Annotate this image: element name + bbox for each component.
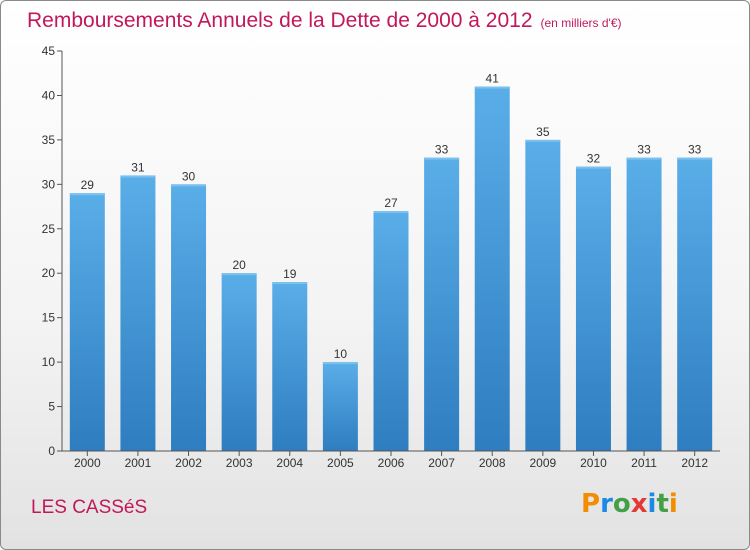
chart-title-row: Remboursements Annuels de la Dette de 20… [27,9,622,33]
x-tick-label: 2003 [226,456,253,470]
bars-group [69,86,713,452]
data-label: 19 [283,267,297,281]
bar-highlight [575,166,611,169]
data-label: 35 [536,125,550,139]
x-tick-label: 2010 [580,456,607,470]
bar-highlight [626,157,662,160]
data-label: 32 [587,152,601,166]
y-tick-label: 10 [42,355,56,369]
place-name: LES CASSéS [31,497,148,518]
chart-title: Remboursements Annuels de la Dette de 20… [27,9,533,32]
bar-highlight [525,139,561,142]
axes-group [57,50,720,456]
bar-highlight [474,86,510,89]
bar-highlight [69,193,105,196]
data-label: 10 [334,347,348,361]
y-tick-label: 0 [48,444,55,458]
bar-2004 [272,282,308,451]
logo-letter: t [656,489,669,519]
bar-2002 [171,184,207,452]
logo-letter: o [612,489,631,519]
bar-2010 [575,166,611,452]
x-tick-label: 2009 [529,456,556,470]
data-label: 27 [384,196,398,210]
proxiti-logo: Proxiti [581,489,678,519]
x-tick-label: 2005 [327,456,354,470]
data-label: 33 [637,143,651,157]
bar-2008 [474,86,510,452]
x-tick-label: 2008 [479,456,506,470]
labels-group: 0 5 10 15 20 25 30 35 40 45 29 2000 31 2001 30 2002 20 20… [42,44,709,470]
bar-highlight [373,211,409,213]
bar-highlight [120,175,156,178]
x-tick-label: 2001 [125,456,152,470]
logo-letter: i [668,489,678,519]
data-label: 41 [486,72,500,86]
bar-2011 [626,157,662,451]
y-tick-label: 25 [42,222,56,236]
logo-letter: x [630,489,648,519]
y-tick-label: 40 [42,88,56,102]
x-tick-label: 2011 [631,456,657,470]
y-tick-label: 20 [42,266,56,280]
bar-highlight [272,282,308,285]
logo-letter: r [600,489,613,519]
x-tick-label: 2012 [681,456,708,470]
data-label: 33 [435,143,449,157]
y-tick-label: 30 [42,177,56,191]
x-tick-label: 2007 [428,456,455,470]
bar-highlight [322,362,358,365]
data-label: 29 [81,178,95,192]
data-label: 33 [688,143,702,157]
bar-highlight [221,273,257,276]
x-tick-label: 2004 [276,456,303,470]
data-label: 30 [182,169,196,183]
data-label: 31 [131,160,145,174]
bar-2003 [221,273,257,451]
logo-letter: i [647,489,657,519]
bar-highlight [677,157,713,160]
bar-2001 [120,175,156,451]
data-label: 20 [232,258,246,272]
x-tick-label: 2002 [175,456,202,470]
y-tick-label: 45 [42,44,56,58]
y-tick-label: 5 [48,400,55,414]
bar-2012 [677,157,713,451]
x-tick-label: 2006 [378,456,405,470]
y-tick-label: 15 [42,311,56,325]
bar-2009 [525,139,561,451]
bar-2005 [322,362,358,451]
bar-2000 [69,193,105,451]
chart-subtitle: (en milliers d'€) [540,16,622,30]
logo-letter: P [581,489,601,519]
bar-2007 [424,157,460,451]
bar-highlight [171,184,207,187]
bar-2006 [373,211,409,451]
bar-highlight [424,157,460,160]
y-tick-label: 35 [42,133,56,147]
x-tick-label: 2000 [74,456,101,470]
